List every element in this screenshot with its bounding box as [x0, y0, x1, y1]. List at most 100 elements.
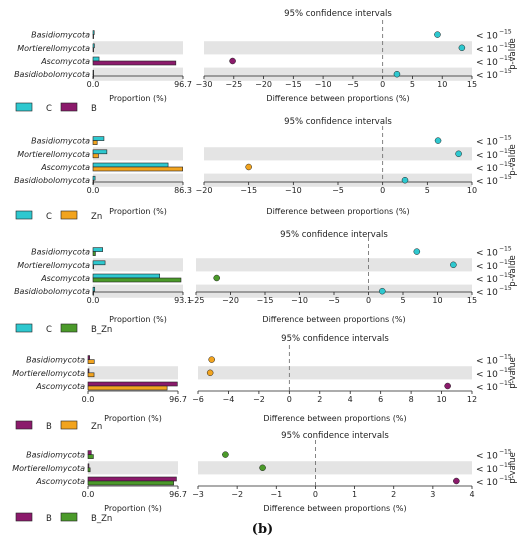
- proportion-bar: [87, 454, 94, 459]
- diff-tick-label: 8: [409, 395, 414, 404]
- diff-tick-label: 5: [400, 296, 405, 305]
- proportion-bar: [87, 355, 90, 360]
- figure-caption: (b): [251, 522, 274, 537]
- p-value-exponent: −15: [499, 148, 512, 155]
- row-band: [204, 173, 472, 187]
- diff-tick-label: −3: [192, 490, 204, 499]
- proportion-bar: [92, 166, 183, 172]
- prop-axis-label: Proportion (%): [104, 414, 162, 423]
- p-value-label: < 10: [476, 177, 498, 187]
- diff-tick-label: 4: [348, 395, 353, 404]
- diff-tick-label: 10: [437, 80, 447, 89]
- legend-swatch: [60, 210, 78, 220]
- prop-axis-label: Proportion (%): [109, 207, 167, 216]
- row-band: [93, 147, 183, 161]
- category-label: Ascomycota: [35, 382, 85, 391]
- difference-point: [229, 57, 236, 65]
- p-value-exponent: −15: [499, 55, 512, 62]
- p-value-label: < 10: [476, 288, 498, 298]
- legend-swatch: [15, 323, 33, 333]
- legend-label: B: [46, 514, 52, 524]
- row-band: [204, 147, 472, 161]
- diff-tick-label: 3: [430, 490, 435, 499]
- difference-point: [413, 248, 421, 255]
- diff-tick-label: −30: [196, 80, 213, 89]
- category-label: Mortierellomycota: [12, 464, 85, 473]
- difference-point: [379, 287, 386, 295]
- proportion-bar: [92, 149, 108, 155]
- difference-point: [434, 31, 441, 38]
- proportion-bar: [92, 247, 103, 252]
- row-band: [196, 258, 472, 272]
- p-value-exponent: −15: [499, 475, 512, 482]
- prop-axis-label: Proportion (%): [109, 315, 167, 324]
- diff-tick-label: −10: [291, 296, 308, 305]
- diff-tick-label: −5: [347, 80, 359, 89]
- p-value-exponent: −15: [499, 285, 512, 292]
- p-value-exponent: −15: [499, 246, 512, 253]
- proportion-bar: [92, 251, 96, 256]
- p-value-exponent: −15: [499, 161, 512, 168]
- legend-swatch: [60, 512, 78, 522]
- proportion-bar: [87, 463, 90, 469]
- prop-tick-label: 0.0: [82, 395, 95, 404]
- diff-tick-label: 2: [317, 395, 322, 404]
- diff-tick-label: −6: [192, 395, 204, 404]
- p-value-label: < 10: [476, 275, 498, 285]
- p-value-exponent: −15: [499, 272, 512, 279]
- ci-title: 95% confidence intervals: [284, 9, 392, 19]
- p-value-label: < 10: [476, 465, 498, 475]
- p-value-exponent: −15: [499, 42, 512, 49]
- category-label: Basidiobolomycota: [14, 70, 90, 79]
- p-value-label: < 10: [476, 45, 498, 55]
- proportion-bar: [87, 385, 168, 391]
- legend-label: Zn: [91, 212, 102, 222]
- p-value-label: < 10: [476, 71, 498, 81]
- category-label: Basidiomycota: [26, 356, 85, 365]
- p-value-axis-label: p-value: [508, 452, 518, 483]
- diff-axis-label: Difference between proportions (%): [263, 504, 406, 513]
- row-band: [93, 41, 183, 55]
- panel-4: 95% confidence intervals Basidiomycota Mor…: [12, 334, 518, 432]
- p-value-axis-label: p-value: [508, 144, 518, 175]
- diff-tick-label: −2: [253, 395, 265, 404]
- p-value-exponent: −15: [499, 259, 512, 266]
- diff-tick-label: 15: [467, 296, 477, 305]
- legend-label: B: [91, 104, 97, 114]
- prop-tick-label: 0.0: [87, 186, 100, 195]
- p-value-axis-label: p-value: [508, 38, 518, 69]
- proportion-bar: [87, 450, 92, 455]
- row-band: [93, 67, 183, 81]
- legend-label: C: [46, 212, 52, 222]
- diff-tick-label: 10: [436, 395, 446, 404]
- proportion-bar: [92, 175, 96, 181]
- diff-tick-label: 5: [425, 186, 430, 195]
- legend-label: B_Zn: [91, 514, 112, 524]
- category-label: Basidiomycota: [26, 451, 85, 460]
- p-value-exponent: −15: [499, 135, 512, 142]
- difference-point: [259, 464, 266, 472]
- prop-tick-label: 0.0: [82, 490, 95, 499]
- proportion-bar: [92, 43, 95, 49]
- legend-label: Zn: [91, 422, 102, 432]
- legend-swatch: [15, 102, 33, 112]
- difference-point: [434, 137, 442, 144]
- legend-swatch: [60, 420, 78, 430]
- diff-axis-label: Difference between proportions (%): [262, 315, 405, 324]
- row-band: [93, 258, 183, 272]
- category-label: Mortierellomycota: [17, 261, 90, 270]
- p-value-exponent: −15: [499, 354, 512, 361]
- legend-label: C: [46, 325, 52, 335]
- prop-tick-label: 96.7: [174, 80, 192, 89]
- category-label: Basidiomycota: [31, 31, 90, 40]
- diff-tick-label: 1: [352, 490, 357, 499]
- difference-point: [458, 44, 466, 52]
- proportion-bar: [92, 47, 94, 53]
- row-band: [204, 41, 472, 55]
- row-band: [88, 366, 178, 380]
- proportion-bar: [92, 260, 106, 266]
- difference-point: [222, 451, 229, 458]
- diff-axis-label: Difference between proportions (%): [266, 207, 409, 216]
- row-band: [88, 461, 178, 475]
- prop-tick-label: 0.0: [87, 80, 100, 89]
